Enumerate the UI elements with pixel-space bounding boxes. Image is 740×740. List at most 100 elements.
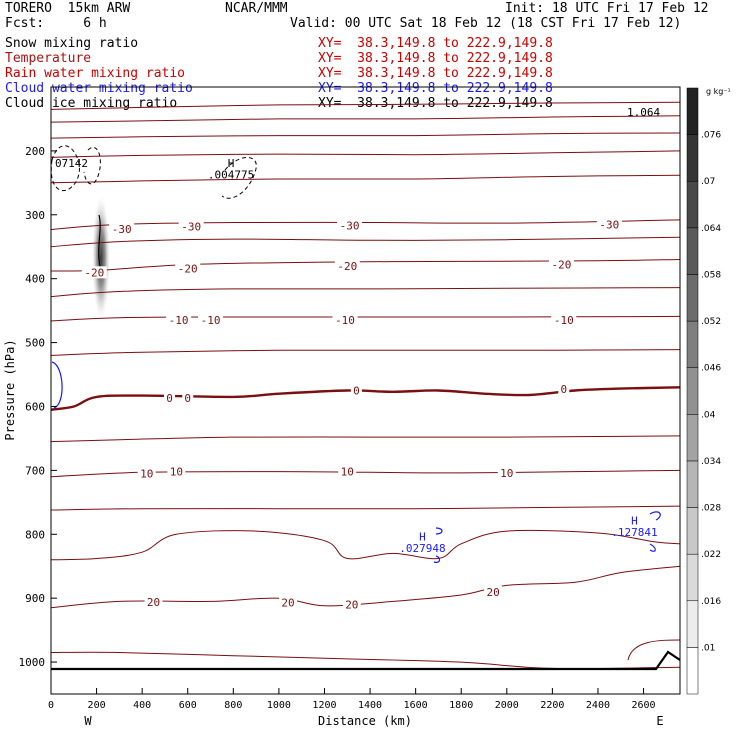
field-xy: XY= 38.3,149.8 to 222.9,149.8 [318, 36, 553, 51]
colorbar-label: .04 [701, 410, 716, 420]
contour-label: -10 [201, 314, 221, 327]
snow-contour [51, 145, 80, 192]
max-annotation: H [419, 531, 426, 544]
contour-label-bg [198, 314, 224, 327]
valid-time: Valid: 00 UTC Sat 18 Feb 12 (18 CST Fri … [290, 16, 682, 31]
plot-frame [50, 86, 681, 695]
field-xy: XY= 38.3,149.8 to 222.9,149.8 [318, 66, 553, 81]
cloud-water-contour [649, 511, 661, 521]
colorbar-label: .064 [701, 224, 721, 234]
contour-label: 0 [560, 383, 567, 396]
colorbar-segment [686, 553, 699, 602]
contour-label: -30 [340, 220, 360, 233]
colorbar-label: .028 [701, 504, 721, 514]
init-time: Init: 18 UTC Fri 17 Feb 12 [505, 1, 709, 16]
temperature-contour-line [51, 101, 680, 110]
contour-label: -20 [552, 259, 572, 272]
temperature-contour-line [51, 236, 680, 248]
x-tick-label: 2000 [495, 700, 519, 711]
contour-label: 0 [166, 392, 173, 405]
colorbar-segment [686, 600, 699, 648]
contour-label-bg [182, 392, 194, 405]
colorbar-segment [686, 320, 699, 368]
temperature-contour-line [51, 287, 680, 298]
colorbar-label: .046 [701, 364, 721, 374]
contour-label-bg [558, 383, 570, 396]
contour-label: -20 [337, 260, 357, 273]
colorbar-segment [686, 274, 699, 322]
x-axis: 0 200 400 600 800 1000 1200 1400 1600 1800 2000 220… [48, 688, 656, 711]
cloud-water-contour [649, 543, 656, 552]
cloud-water-contour [51, 361, 63, 409]
contour-label-bg [166, 314, 192, 327]
contour-label: -20 [84, 266, 104, 279]
temperature-contour-line [51, 529, 680, 561]
field-name: Snow mixing ratio [5, 36, 139, 51]
contour-label-bg [332, 314, 358, 327]
forecast-hour: Fcst: 6 h [5, 16, 107, 31]
contour-label: 10 [500, 467, 513, 480]
max-annotation: H [228, 157, 235, 170]
center-title: NCAR/MMM [225, 1, 288, 16]
x-tick-label: 800 [224, 700, 242, 711]
contour-label: 10 [341, 466, 354, 479]
y-tick-label: 300 [25, 209, 45, 222]
contour-label-bg [334, 259, 360, 272]
colorbar-label: .034 [701, 457, 721, 467]
field-xy: XY= 38.3,149.8 to 222.9,149.8 [318, 51, 553, 66]
y-tick-label: 700 [25, 464, 45, 477]
colorbar-label: .022 [701, 550, 721, 560]
cloud-ice-core [92, 196, 110, 320]
contour-label: 20 [281, 597, 294, 610]
colorbar-segment [686, 134, 699, 182]
colorbar-unit: g kg⁻¹ [706, 87, 731, 96]
colorbar-segment [686, 180, 699, 229]
colorbar-label: .016 [701, 597, 721, 607]
contour-label: -30 [112, 223, 132, 236]
cloud-ice-shading [92, 196, 110, 320]
ground-line [51, 650, 681, 671]
temperature-contour-line [51, 651, 680, 670]
max-annotation: 07142 [55, 157, 88, 170]
contour-label-bg [81, 266, 107, 279]
contour-label-bg [350, 384, 362, 397]
x-axis-west-label: W [84, 714, 92, 728]
cloud-water-contour [433, 555, 441, 563]
y-tick-label: 1000 [19, 656, 46, 669]
contour-label: 0 [184, 392, 191, 405]
contour-label-bg [109, 222, 135, 235]
y-tick-label: 400 [25, 273, 45, 286]
ground-surface [51, 650, 681, 671]
x-axis-east-label: E [656, 714, 663, 728]
contour-label: -20 [178, 262, 198, 275]
colorbar: .01 .016 .022 .028 .034 .04 .046 .052 .058 .064 .0… [686, 87, 721, 695]
contour-label: 20 [345, 599, 358, 612]
colorbar-label: .076 [701, 131, 721, 141]
y-tick-label: 900 [25, 592, 45, 605]
contour-label-bg [144, 595, 163, 608]
field-name: Cloud water mixing ratio [5, 81, 193, 96]
colorbar-label: .058 [701, 270, 721, 280]
y-tick-label: 600 [25, 400, 45, 413]
colorbar-label: .07 [701, 177, 715, 187]
temperature-contour-line [51, 386, 680, 411]
temperature-contour-line [51, 565, 680, 609]
contour-label-bg [178, 220, 204, 233]
field-xy: XY= 38.3,149.8 to 222.9,149.8 [318, 81, 553, 96]
x-tick-label: 200 [88, 700, 106, 711]
contour-label: 20 [486, 586, 499, 599]
x-tick-label: 2600 [631, 700, 655, 711]
colorbar-segment [686, 507, 699, 555]
x-tick-label: 1600 [404, 700, 428, 711]
contour-label-bg [164, 392, 176, 405]
y-axis: 200 300 400 500 600 700 800 900 1000 [19, 145, 57, 669]
contour-label-bg [596, 218, 622, 231]
terrain-bump [627, 639, 680, 661]
contour-label: -30 [599, 218, 619, 231]
colorbar-segment [686, 647, 699, 695]
contour-label: 20 [147, 596, 160, 609]
snow-contour [221, 157, 257, 199]
colorbar-segment [686, 87, 699, 135]
